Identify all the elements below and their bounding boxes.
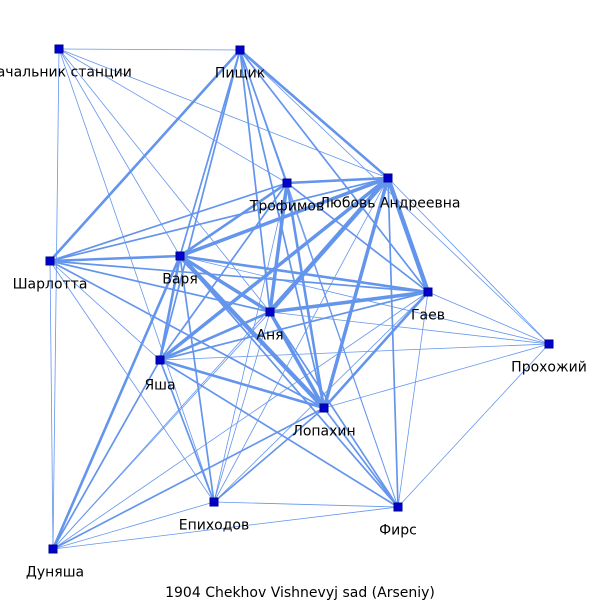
edges-layer [48, 48, 550, 551]
edge-gaev-yasha [159, 291, 429, 361]
edge-nachalnik-dunyasha [52, 48, 60, 550]
node-label-lopakhin: Лопахин [292, 424, 355, 440]
edge-nachalnik-epikhodov [58, 48, 215, 503]
edge-sharlotta-varya [48, 254, 182, 263]
graph-caption: 1904 Chekhov Vishnevyj sad (Arseniy) [165, 585, 435, 600]
edge-pishchik-lyubov [238, 48, 390, 180]
node-label-gaev: Гаев [411, 308, 445, 324]
edge-gaev-dunyasha [52, 291, 429, 550]
edge-gaev-epikhodov [213, 291, 429, 503]
node-anya[interactable] [265, 307, 275, 317]
node-pishchik[interactable] [235, 45, 245, 55]
edge-yasha-prokhozhiy [159, 343, 550, 361]
edge-trofimov-gaev [286, 182, 429, 293]
edge-anya-epikhodov [213, 311, 271, 503]
edge-gaev-prokhozhiy [427, 291, 550, 345]
node-dunyasha[interactable] [48, 544, 58, 554]
edge-trofimov-varya [178, 181, 289, 258]
edge-firs-dunyasha [52, 506, 399, 550]
edge-sharlotta-anya [49, 260, 271, 313]
node-epikhodov[interactable] [209, 497, 219, 507]
node-prokhozhiy[interactable] [544, 339, 554, 349]
edge-lopakhin-firs [323, 407, 399, 508]
node-label-pishchik: Пищик [215, 66, 265, 82]
edge-yasha-firs [159, 359, 399, 508]
node-sharlotta[interactable] [45, 256, 55, 266]
edge-lopakhin-prokhozhiy [323, 343, 550, 409]
node-gaev[interactable] [423, 287, 433, 297]
edge-nachalnik-pishchik [58, 48, 241, 51]
edge-gaev-firs [397, 291, 429, 508]
edge-sharlotta-gaev [49, 260, 429, 293]
edge-lyubov-sharlotta [49, 177, 389, 262]
edge-lyubov-varya [178, 176, 390, 258]
edge-varya-firs [179, 255, 399, 508]
edge-gaev-anya [268, 290, 430, 314]
node-label-varya: Варя [162, 272, 198, 288]
edge-trofimov-lyubov [285, 176, 390, 185]
edge-varya-anya [178, 254, 272, 314]
edge-anya-firs [269, 311, 399, 508]
edge-nachalnik-trofimov [58, 48, 288, 184]
node-label-lyubov: Любовь Андреевна [320, 196, 461, 212]
edge-lyubov-prokhozhiy [387, 177, 550, 345]
edge-nachalnik-varya [58, 48, 181, 257]
node-label-prokhozhiy: Прохожий [511, 360, 587, 376]
edge-varya-gaev [178, 254, 430, 294]
edge-gaev-lopakhin [322, 290, 430, 410]
edge-pishchik-varya [179, 49, 241, 257]
node-label-anya: Аня [256, 328, 283, 344]
node-nachalnik[interactable] [54, 44, 64, 54]
edge-anya-prokhozhiy [269, 311, 550, 345]
edge-trofimov-epikhodov [213, 182, 288, 503]
edge-sharlotta-dunyasha [49, 260, 54, 550]
edge-trofimov-lopakhin [285, 181, 326, 410]
node-label-nachalnik: Начальник станции [0, 65, 132, 81]
node-trofimov[interactable] [282, 178, 292, 188]
nodes-layer [45, 44, 554, 554]
edge-sharlotta-epikhodov [49, 260, 215, 503]
edge-nachalnik-anya [58, 48, 271, 313]
edge-pishchik-anya [239, 49, 271, 313]
edge-epikhodov-firs [213, 501, 399, 508]
edge-lyubov-gaev [385, 175, 431, 295]
edge-yasha-dunyasha [52, 359, 161, 550]
node-label-yasha: Яша [144, 378, 175, 394]
edge-lopakhin-epikhodov [213, 407, 325, 503]
edge-lyubov-lopakhin [322, 176, 390, 410]
node-label-epikhodov: Епиходов [179, 518, 249, 534]
edge-lyubov-dunyasha [52, 177, 389, 550]
edge-varya-dunyasha [51, 254, 182, 551]
edge-varya-yasha [158, 254, 182, 362]
edge-trofimov-sharlotta [49, 182, 288, 262]
edge-lopakhin-dunyasha [52, 407, 325, 550]
edge-varya-epikhodov [179, 255, 215, 503]
edge-pishchik-gaev [239, 49, 429, 293]
edge-trofimov-anya [268, 181, 289, 314]
edge-anya-lopakhin [268, 310, 326, 410]
node-label-trofimov: Трофимов [249, 199, 324, 215]
node-firs[interactable] [393, 502, 403, 512]
edge-pishchik-sharlotta [48, 48, 242, 263]
node-lopakhin[interactable] [319, 403, 329, 413]
edge-anya-dunyasha [52, 311, 271, 550]
node-label-dunyasha: Дуняша [26, 565, 84, 581]
node-label-sharlotta: Шарлотта [13, 277, 88, 293]
edge-pishchik-yasha [159, 49, 241, 361]
edge-firs-prokhozhiy [397, 343, 550, 508]
node-yasha[interactable] [155, 355, 165, 365]
node-lyubov[interactable] [383, 173, 393, 183]
edge-yasha-lopakhin [158, 358, 326, 410]
edge-yasha-epikhodov [159, 359, 215, 503]
edge-lyubov-firs [387, 177, 399, 508]
edge-anya-yasha [158, 310, 272, 362]
edge-epikhodov-dunyasha [52, 501, 215, 550]
edge-sharlotta-lopakhin [49, 260, 325, 409]
node-label-firs: Фирс [379, 523, 417, 539]
node-varya[interactable] [175, 251, 185, 261]
edge-lyubov-epikhodov [213, 177, 389, 503]
